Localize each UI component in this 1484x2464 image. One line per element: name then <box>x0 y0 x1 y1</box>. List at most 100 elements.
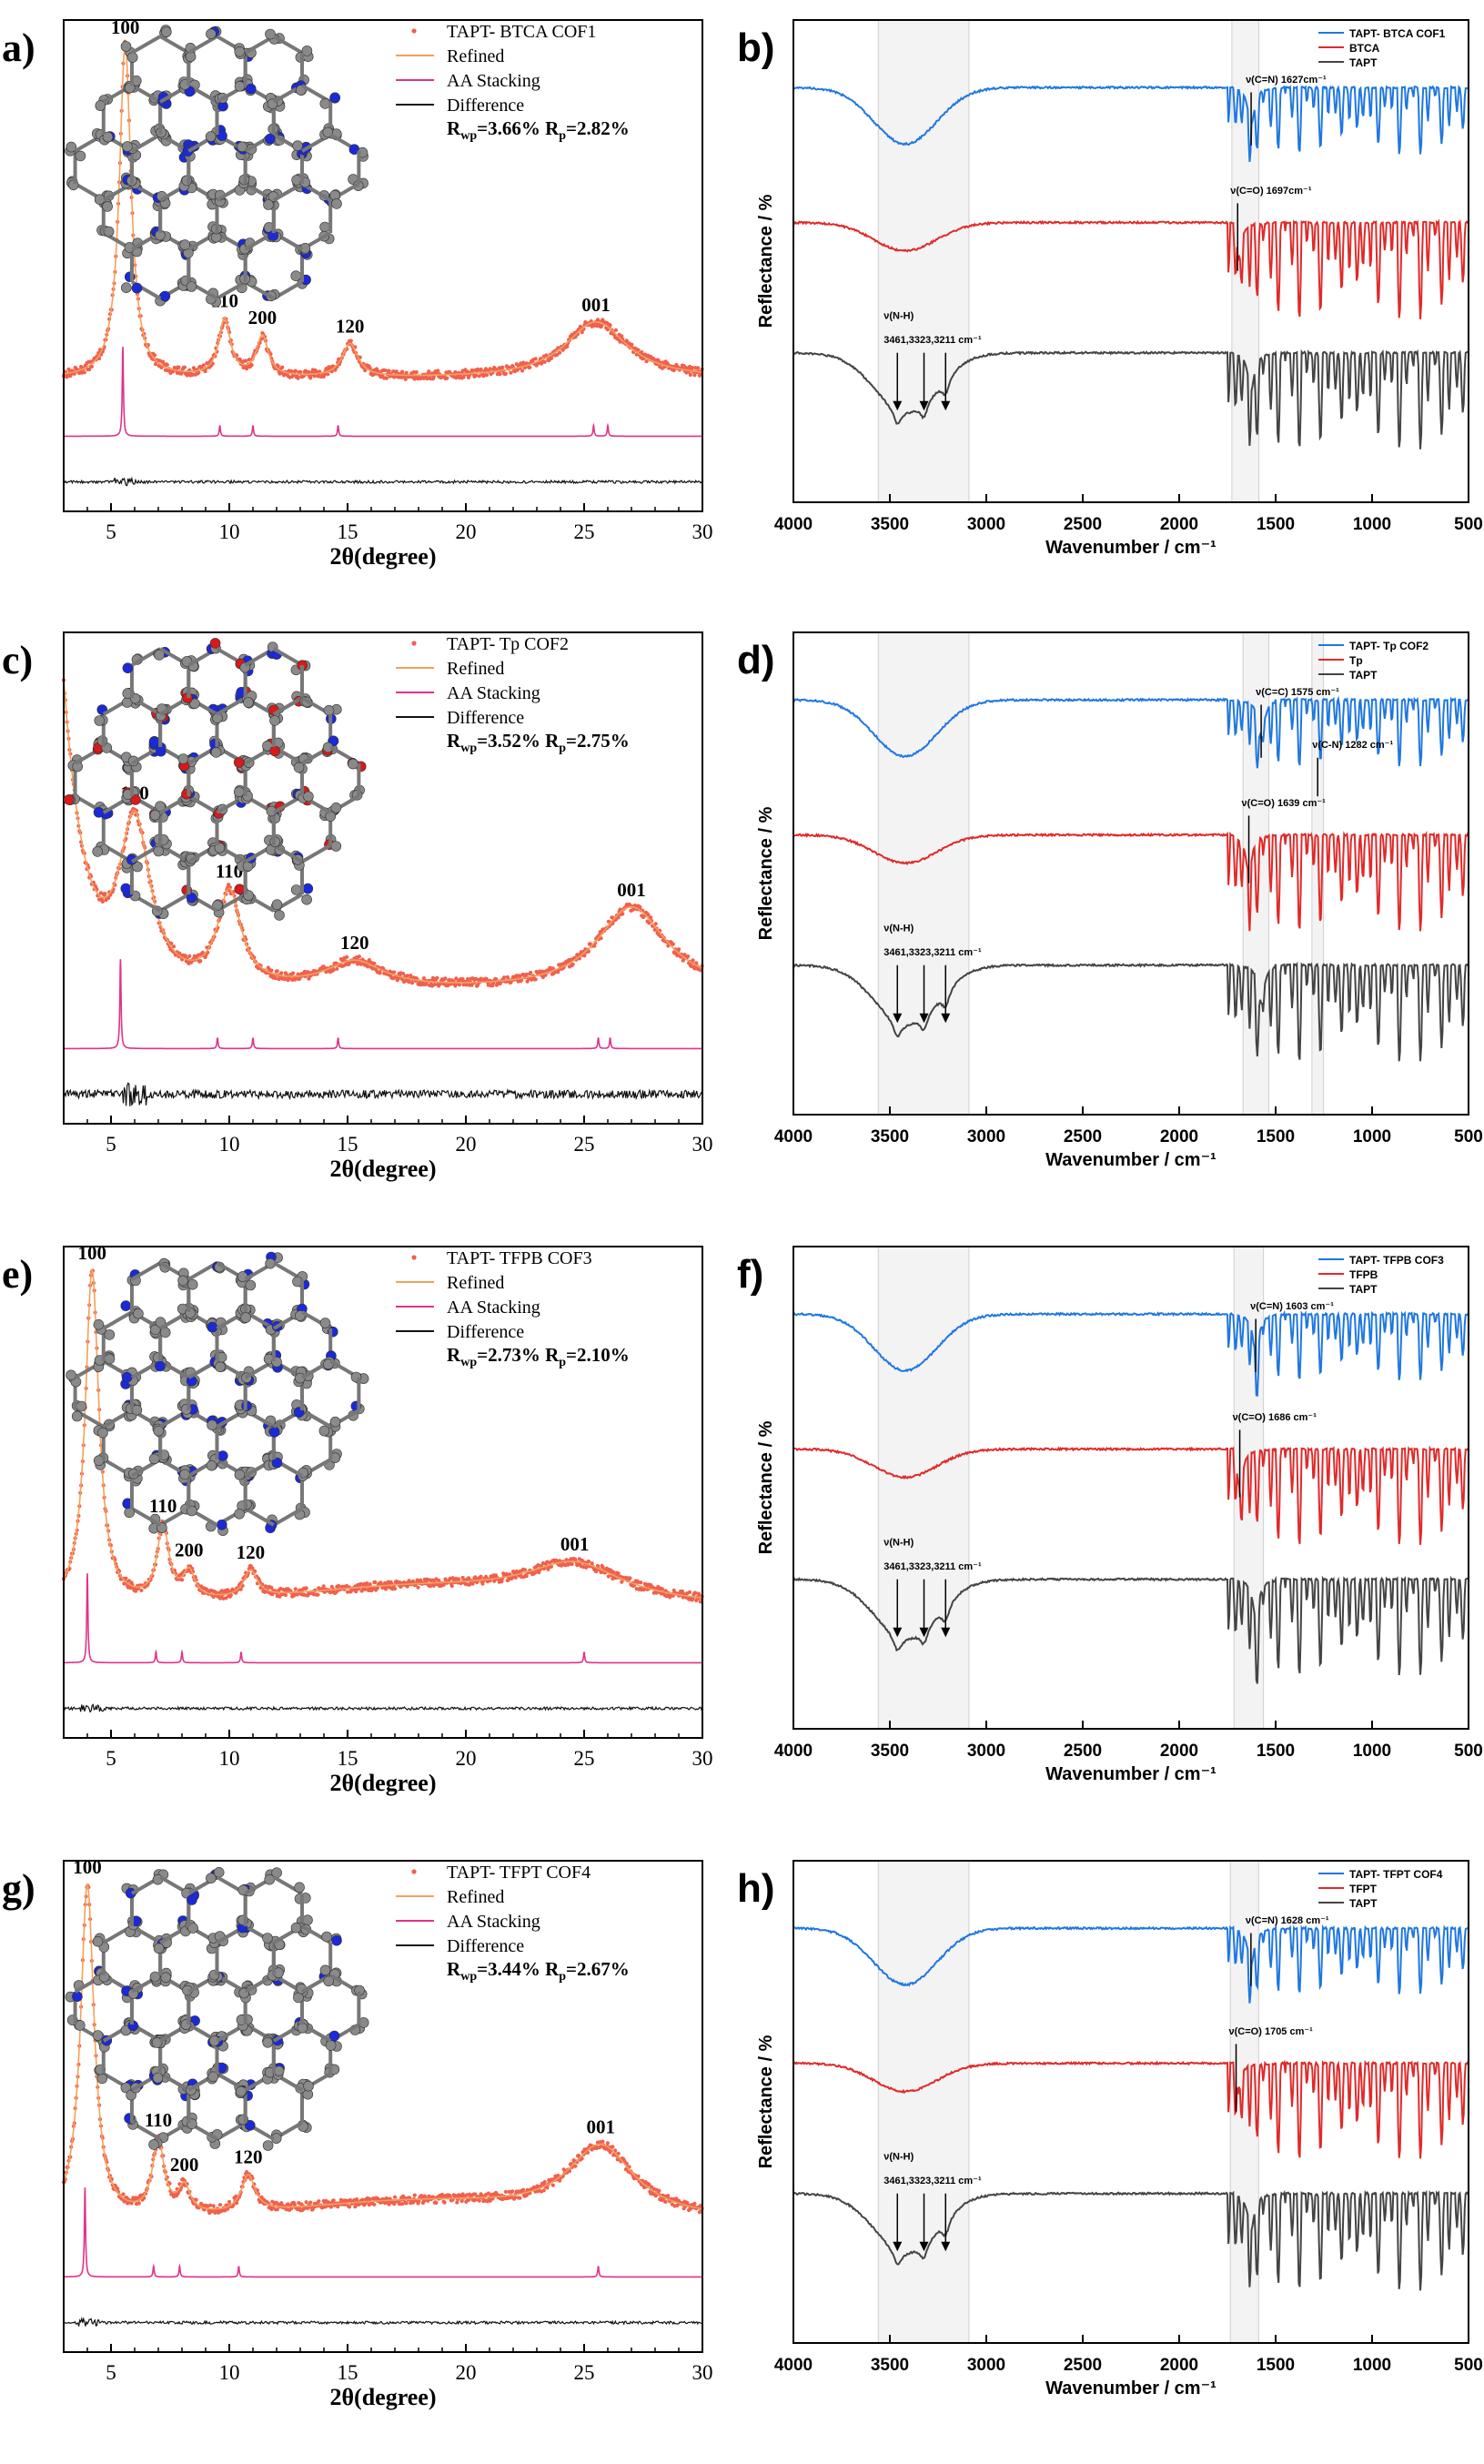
band-annotation: ν(C=N) 1603 cm⁻¹ <box>1250 1301 1334 1312</box>
atom <box>104 1353 116 1365</box>
x-axis-label: 2θ(degree) <box>329 1770 436 1796</box>
atom <box>263 199 274 210</box>
atom <box>66 141 77 153</box>
atom <box>301 894 312 905</box>
bond <box>130 35 162 55</box>
atom <box>290 884 302 895</box>
peak-label: 120 <box>237 1541 266 1563</box>
legend-label: TAPT <box>1349 1283 1378 1296</box>
observed-point <box>187 954 192 958</box>
stat-text: =3.52% R <box>477 730 560 752</box>
atom <box>66 1369 76 1381</box>
atom <box>209 638 221 649</box>
ftir-panel-d: 4000 3500 3000 2500 2000 1500 1000 500Wavenumbe… <box>737 631 1483 1170</box>
observed-point <box>545 2186 550 2190</box>
atom <box>71 1410 83 1422</box>
x-tick-label: 1500 <box>1257 515 1295 534</box>
observed-point <box>414 369 419 375</box>
peak-label: 200 <box>175 1540 204 1561</box>
observed-point <box>100 899 105 904</box>
legend-label: TAPT- Tp COF2 <box>1349 640 1428 652</box>
atom <box>318 1425 330 1437</box>
y-axis-label: Reflectance / % <box>756 194 776 328</box>
atom <box>95 100 106 111</box>
fit-statistics: Rwp=2.73% Rp=2.10% <box>447 1344 630 1369</box>
plot-frame <box>63 19 703 512</box>
observed-point <box>89 364 94 369</box>
observed-point <box>103 892 107 896</box>
framework-structure-image <box>66 1251 369 1536</box>
observed-point <box>304 1586 308 1590</box>
atom <box>274 910 285 921</box>
observed-point <box>528 365 532 369</box>
atom <box>97 1427 108 1439</box>
observed-point <box>524 1574 529 1579</box>
atom <box>155 1360 166 1372</box>
band-annotation: ν(C-N) 1282 cm⁻¹ <box>1312 740 1393 751</box>
nh-annotation: ν(N-H) <box>883 1538 914 1549</box>
observed-point <box>331 967 336 973</box>
observed-point <box>106 895 111 901</box>
observed-point <box>296 376 300 380</box>
atom <box>92 1935 104 1947</box>
observed-point <box>520 369 525 373</box>
x-tick-label: 15 <box>338 1133 358 1156</box>
atom <box>215 1361 226 1372</box>
observed-point <box>269 968 274 973</box>
stat-subscript: p <box>559 129 566 143</box>
legend-label: Difference <box>447 708 524 728</box>
observed-point <box>357 954 361 959</box>
observed-point <box>518 2196 522 2200</box>
stat-text: =2.82% <box>566 117 630 139</box>
observed-point <box>360 2197 365 2202</box>
observed-point <box>337 1583 341 1588</box>
observed-point <box>498 372 502 377</box>
observed-point <box>455 2200 459 2205</box>
observed-point <box>171 944 177 949</box>
spectrum-line <box>792 85 1469 162</box>
fit-statistics: Rwp=3.52% Rp=2.75% <box>447 730 630 755</box>
stat-text: =3.44% R <box>477 1958 560 1980</box>
bond <box>272 35 304 55</box>
peak-label: 100 <box>111 16 140 38</box>
panel-label: a) <box>2 25 35 70</box>
atom <box>234 45 246 57</box>
observed-point <box>453 984 458 988</box>
observed-point <box>500 365 505 369</box>
atom <box>329 1416 341 1428</box>
observed-point <box>183 954 187 958</box>
difference-line <box>63 2316 703 2327</box>
observed-point <box>387 369 391 373</box>
observed-point <box>638 904 642 910</box>
difference-line <box>63 1703 703 1713</box>
legend-label: TAPT- TFPB COF3 <box>447 1248 592 1268</box>
fit-statistics: Rwp=3.44% Rp=2.67% <box>447 1958 630 1984</box>
observed-point <box>457 1577 461 1581</box>
atom <box>72 1991 83 2002</box>
observed-point <box>573 2164 578 2168</box>
observed-point <box>328 2205 333 2209</box>
observed-point <box>280 365 285 369</box>
atom <box>161 26 172 37</box>
x-axis-label: Wavenumber / cm⁻¹ <box>1045 1150 1216 1170</box>
x-axis-label: 2θ(degree) <box>329 2384 436 2410</box>
atom <box>301 45 313 56</box>
observed-point <box>688 372 693 378</box>
observed-point <box>696 366 701 370</box>
observed-point <box>570 962 575 966</box>
observed-point <box>560 348 565 352</box>
stat-subscript: wp <box>460 742 477 755</box>
stat-text: =2.10% <box>566 1344 630 1366</box>
observed-point <box>201 363 206 368</box>
atom <box>206 1459 217 1471</box>
atom <box>265 28 276 40</box>
legend-label: Refined <box>447 46 504 66</box>
x-tick-label: 1000 <box>1353 515 1391 534</box>
stat-subscript: wp <box>460 129 477 143</box>
panel-label: g) <box>2 1866 35 1911</box>
atom <box>210 747 222 758</box>
observed-point <box>283 1592 288 1598</box>
legend-label: TAPT- BTCA COF1 <box>447 22 596 42</box>
atom <box>268 1427 280 1438</box>
